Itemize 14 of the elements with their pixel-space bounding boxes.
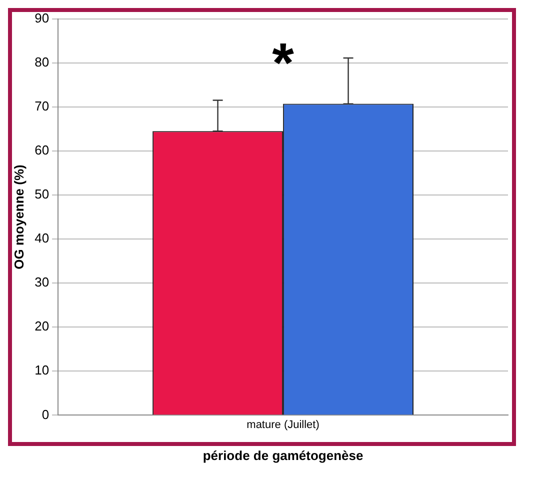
x-tick-label: mature (Juillet) (246, 418, 320, 431)
y-tick-label: 20 (34, 318, 50, 334)
x-axis-title: période de gamétogenèse (202, 448, 364, 463)
y-tick-label: 40 (34, 230, 50, 246)
y-tick-label: 80 (34, 54, 50, 70)
y-tick-label: 60 (34, 142, 50, 158)
y-tick-label: 0 (42, 406, 50, 422)
y-tick-label: 70 (34, 98, 50, 114)
annotation: * (272, 31, 294, 94)
y-tick-label: 90 (34, 10, 50, 26)
y-axis-title: OG moyenne (%) (11, 164, 26, 270)
y-tick-label: 30 (34, 274, 50, 290)
y-tick-label: 10 (34, 362, 50, 378)
y-tick-label: 50 (34, 186, 50, 202)
